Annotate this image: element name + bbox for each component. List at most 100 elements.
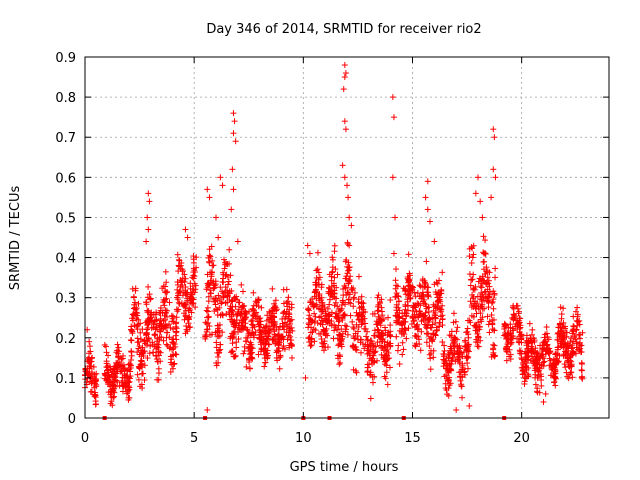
data-point: [166, 321, 173, 328]
data-point: [240, 350, 247, 357]
data-point: [229, 166, 236, 173]
data-point: [85, 358, 92, 365]
data-point: [110, 382, 117, 389]
data-point: [82, 365, 89, 372]
data-point: [133, 309, 140, 316]
data-point: [367, 395, 374, 402]
data-point: [276, 365, 283, 372]
data-point: [229, 348, 236, 355]
data-point: [533, 388, 540, 395]
data-point: [213, 362, 220, 369]
data-point: [128, 337, 135, 344]
data-point: [124, 386, 131, 393]
data-point: [190, 300, 197, 307]
data-point: [225, 278, 232, 285]
data-point: [164, 288, 171, 295]
data-point: [258, 304, 265, 311]
data-point: [163, 341, 170, 348]
data-point: [540, 398, 547, 405]
data-point: [331, 248, 338, 255]
data-point: [124, 368, 131, 375]
data-point: [532, 381, 539, 388]
data-point: [314, 249, 321, 256]
data-point: [164, 342, 171, 349]
data-point: [361, 325, 368, 332]
data-point: [210, 285, 217, 292]
data-point: [170, 361, 177, 368]
data-point: [510, 305, 517, 312]
data-point: [306, 250, 313, 257]
data-point: [186, 324, 193, 331]
data-point: [104, 372, 111, 379]
data-point: [423, 330, 430, 337]
data-point: [121, 372, 128, 379]
data-point: [174, 251, 181, 258]
data-point: [204, 406, 211, 413]
data-points: [82, 62, 586, 420]
data-point: [344, 241, 351, 248]
data-point: [230, 186, 237, 193]
data-point: [184, 234, 191, 241]
data-point: [153, 345, 160, 352]
data-point: [86, 350, 93, 357]
data-point: [191, 289, 198, 296]
data-point: [231, 353, 238, 360]
data-point: [345, 194, 352, 201]
data-point: [577, 335, 584, 342]
grid-lines: [85, 57, 609, 418]
data-point: [152, 326, 159, 333]
data-point: [392, 277, 399, 284]
data-point: [178, 279, 185, 286]
data-point: [217, 284, 224, 291]
x-tick-label: 5: [190, 431, 198, 446]
data-point: [450, 310, 457, 317]
data-point: [159, 285, 166, 292]
data-point: [348, 222, 355, 229]
data-point: [400, 346, 407, 353]
data-point: [143, 331, 150, 338]
data-point: [464, 365, 471, 372]
data-point: [339, 162, 346, 169]
data-point: [305, 324, 312, 331]
data-point: [126, 360, 133, 367]
data-point: [147, 295, 154, 302]
data-point: [176, 288, 183, 295]
data-point: [175, 262, 182, 269]
data-point: [468, 259, 475, 266]
data-point: [167, 344, 174, 351]
data-point: [463, 353, 470, 360]
data-point: [439, 269, 446, 276]
data-point: [146, 198, 153, 205]
x-tick-label: 20: [513, 431, 530, 446]
data-point: [206, 252, 213, 259]
data-point: [129, 328, 136, 335]
data-point: [205, 319, 212, 326]
data-point: [170, 339, 177, 346]
data-point: [103, 376, 110, 383]
data-point: [490, 126, 497, 133]
data-point: [171, 360, 178, 367]
data-point: [141, 377, 148, 384]
data-point: [212, 301, 219, 308]
data-point: [147, 343, 154, 350]
data-point: [475, 174, 481, 181]
data-point: [105, 352, 112, 359]
data-point: [145, 335, 152, 342]
data-point: [185, 316, 192, 323]
data-point: [526, 320, 533, 327]
data-point: [190, 253, 197, 260]
data-point: [161, 312, 168, 319]
y-tick-label: 0.1: [55, 372, 76, 387]
data-point: [188, 291, 195, 298]
data-point: [144, 214, 151, 221]
data-point: [552, 382, 559, 389]
y-tick-label: 0.3: [55, 292, 76, 307]
data-point: [375, 307, 382, 314]
data-point: [170, 326, 177, 333]
data-point: [288, 354, 295, 361]
data-point: [207, 277, 214, 284]
data-point: [136, 365, 143, 372]
data-point: [155, 365, 162, 372]
y-tick-label: 0.9: [55, 51, 76, 66]
